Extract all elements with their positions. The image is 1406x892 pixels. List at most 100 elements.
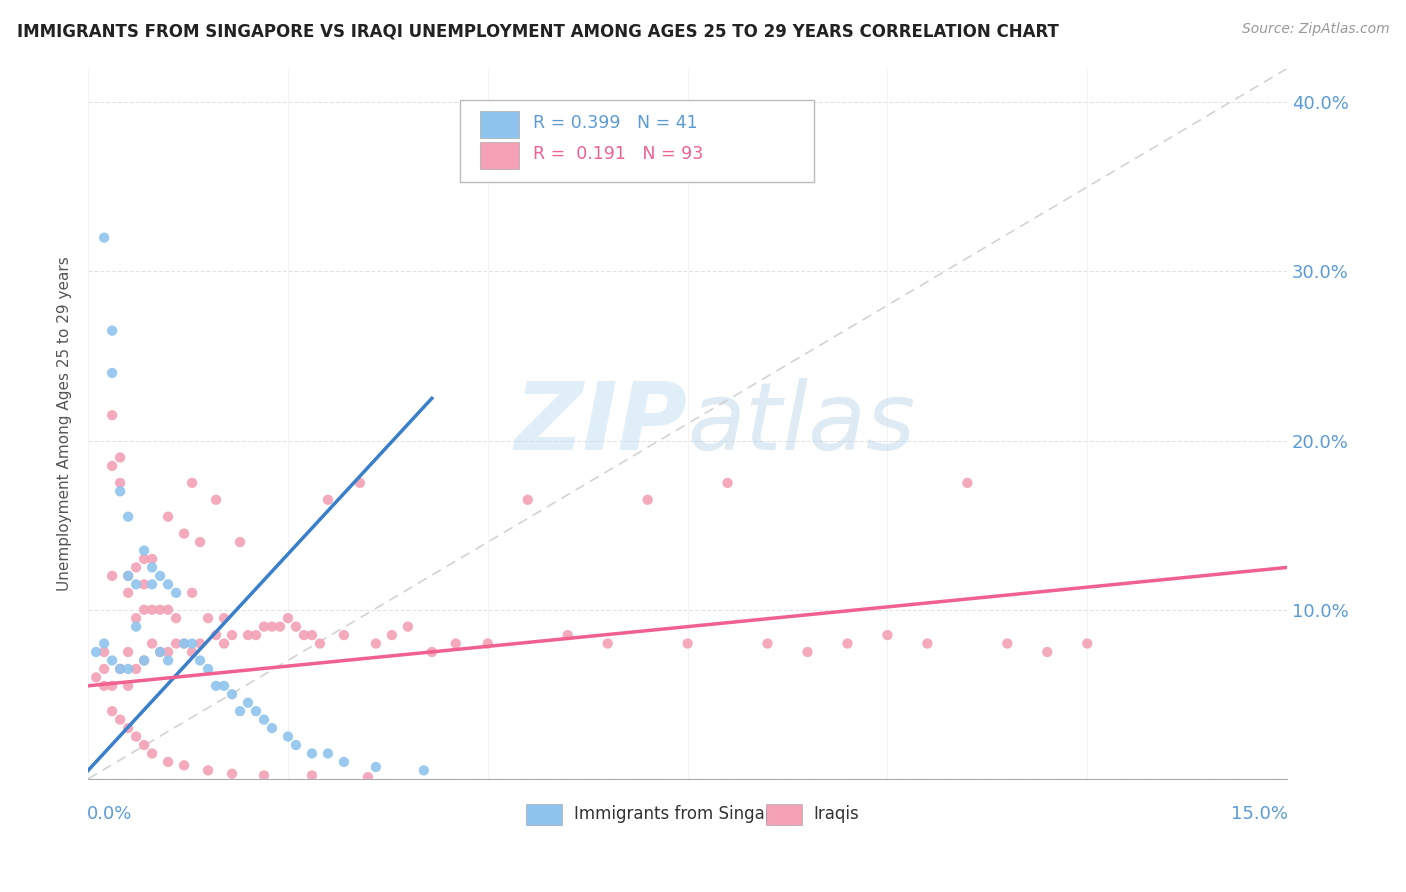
Point xyxy=(117,509,139,524)
Y-axis label: Unemployment Among Ages 25 to 29 years: Unemployment Among Ages 25 to 29 years xyxy=(58,256,72,591)
Point xyxy=(149,645,172,659)
Point xyxy=(412,764,434,778)
Point xyxy=(796,645,818,659)
Point xyxy=(333,628,356,642)
Text: Source: ZipAtlas.com: Source: ZipAtlas.com xyxy=(1241,22,1389,37)
Point xyxy=(364,636,387,650)
Point xyxy=(349,475,371,490)
Point xyxy=(117,569,139,583)
Point xyxy=(132,603,155,617)
Point xyxy=(269,619,291,633)
Text: R = 0.399   N = 41: R = 0.399 N = 41 xyxy=(533,114,697,132)
Point xyxy=(149,569,172,583)
Point xyxy=(229,704,252,718)
Point xyxy=(125,577,148,591)
Point xyxy=(141,552,163,566)
Bar xyxy=(765,804,801,825)
Point xyxy=(277,611,299,625)
Point xyxy=(117,569,139,583)
Point xyxy=(181,475,204,490)
Point xyxy=(173,636,195,650)
Point xyxy=(157,755,180,769)
Point xyxy=(516,492,538,507)
Point xyxy=(125,662,148,676)
Point xyxy=(301,747,323,761)
Point xyxy=(364,760,387,774)
Point xyxy=(1076,636,1098,650)
Point xyxy=(716,475,738,490)
Point xyxy=(132,577,155,591)
Point xyxy=(285,738,308,752)
Point xyxy=(157,509,180,524)
Point xyxy=(676,636,699,650)
Point xyxy=(277,730,299,744)
Point xyxy=(1036,645,1059,659)
Point xyxy=(141,577,163,591)
Point xyxy=(301,768,323,782)
Point xyxy=(108,475,131,490)
Point xyxy=(995,636,1018,650)
Text: 0.0%: 0.0% xyxy=(87,805,132,823)
Point xyxy=(333,755,356,769)
Point xyxy=(149,603,172,617)
Point xyxy=(420,645,443,659)
Bar xyxy=(526,804,562,825)
Point xyxy=(125,611,148,625)
Text: IMMIGRANTS FROM SINGAPORE VS IRAQI UNEMPLOYMENT AMONG AGES 25 TO 29 YEARS CORREL: IMMIGRANTS FROM SINGAPORE VS IRAQI UNEMP… xyxy=(17,22,1059,40)
Point xyxy=(165,611,187,625)
Point xyxy=(125,560,148,574)
Point xyxy=(316,747,339,761)
Point xyxy=(93,645,115,659)
Point xyxy=(876,628,898,642)
Point xyxy=(173,526,195,541)
Point xyxy=(301,628,323,642)
Point xyxy=(357,770,380,784)
Point xyxy=(197,662,219,676)
Point xyxy=(596,636,619,650)
Point xyxy=(396,619,419,633)
Point xyxy=(117,721,139,735)
Point xyxy=(212,636,235,650)
Point xyxy=(117,662,139,676)
Point xyxy=(108,450,131,465)
Point xyxy=(165,636,187,650)
Point xyxy=(132,653,155,667)
Point xyxy=(205,492,228,507)
Point xyxy=(557,628,579,642)
Point xyxy=(253,768,276,782)
Point xyxy=(221,766,243,780)
Point xyxy=(141,560,163,574)
Point xyxy=(917,636,939,650)
Point xyxy=(141,603,163,617)
Point xyxy=(101,324,124,338)
Point xyxy=(132,552,155,566)
Point xyxy=(101,653,124,667)
Point xyxy=(221,687,243,701)
Point xyxy=(637,492,659,507)
Point xyxy=(108,662,131,676)
Point xyxy=(117,586,139,600)
Point xyxy=(245,628,267,642)
Point xyxy=(309,636,332,650)
Point xyxy=(117,645,139,659)
Point xyxy=(188,653,211,667)
Bar xyxy=(481,143,519,169)
Point xyxy=(108,713,131,727)
Point xyxy=(93,636,115,650)
Point xyxy=(253,713,276,727)
Text: Iraqis: Iraqis xyxy=(814,805,859,823)
Point xyxy=(101,458,124,473)
Point xyxy=(956,475,979,490)
Point xyxy=(101,679,124,693)
Point xyxy=(157,653,180,667)
Point xyxy=(149,645,172,659)
Point xyxy=(756,636,779,650)
Bar xyxy=(481,112,519,138)
Point xyxy=(285,619,308,633)
Point xyxy=(260,619,283,633)
Point xyxy=(260,721,283,735)
Point xyxy=(253,619,276,633)
Point xyxy=(181,645,204,659)
Point xyxy=(173,758,195,772)
Text: Immigrants from Singapore: Immigrants from Singapore xyxy=(574,805,801,823)
